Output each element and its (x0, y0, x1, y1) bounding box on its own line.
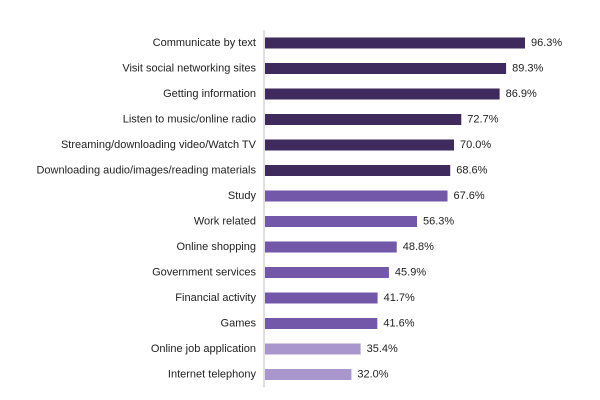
value-label: 41.6% (383, 317, 414, 329)
bar (265, 190, 448, 202)
bar (265, 88, 500, 100)
category-label: Study (228, 190, 257, 202)
category-label: Online shopping (176, 241, 256, 253)
category-labels: Communicate by text Visit social networki… (36, 37, 256, 381)
bars (265, 37, 526, 380)
value-label: 68.6% (456, 164, 487, 176)
value-label: 41.7% (384, 292, 415, 304)
category-label: Internet telephony (168, 368, 257, 380)
value-label: 56.3% (423, 215, 454, 227)
category-label: Online job application (151, 343, 256, 355)
category-label: Getting information (163, 88, 256, 100)
bar (265, 267, 389, 278)
category-label: Streaming/downloading video/Watch TV (61, 139, 257, 151)
value-label: 72.7% (467, 113, 498, 125)
value-label: 70.0% (460, 139, 491, 151)
bar (265, 139, 454, 151)
bar (265, 343, 361, 355)
value-label: 48.8% (403, 241, 434, 253)
value-label: 86.9% (506, 88, 537, 100)
bar (265, 165, 451, 176)
value-labels: 96.3% 89.3% 86.9% 72.7% 70.0% 68.6% 67.6% 56.3%… (357, 37, 562, 381)
bar (265, 318, 378, 329)
category-label: Financial activity (175, 292, 256, 304)
bar (265, 216, 418, 227)
category-label: Games (221, 317, 257, 329)
category-label: Downloading audio/images/reading materia… (36, 164, 256, 176)
value-label: 89.3% (512, 62, 543, 74)
category-label: Communicate by text (153, 37, 256, 49)
value-label: 67.6% (454, 190, 485, 202)
value-label: 45.9% (395, 266, 426, 278)
bar (265, 241, 397, 253)
value-label: 96.3% (531, 37, 562, 49)
bar (265, 369, 352, 380)
bar (265, 114, 462, 125)
value-label: 32.0% (357, 368, 388, 380)
bar (265, 37, 526, 49)
bar (265, 292, 378, 304)
value-label: 35.4% (367, 343, 398, 355)
category-label: Visit social networking sites (122, 62, 256, 74)
category-label: Work related (194, 215, 256, 227)
category-label: Listen to music/online radio (123, 113, 256, 125)
category-label: Government services (152, 266, 256, 278)
bar (265, 63, 507, 74)
